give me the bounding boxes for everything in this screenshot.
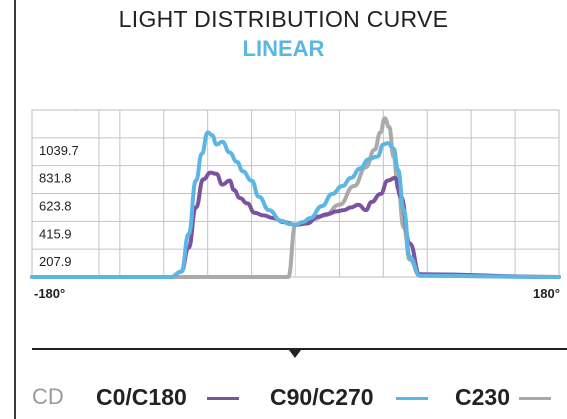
y-tick-label: 415.9 [39, 226, 72, 241]
chart-subtitle: LINEAR [242, 36, 325, 61]
legend-label-c0-c180: C0/C180 [96, 384, 187, 410]
y-tick-label: 623.8 [39, 199, 72, 214]
chart-title: LIGHT DISTRIBUTION CURVE [118, 6, 449, 32]
light-distribution-chart: 207.9 415.9 623.8 831.8 1039.7 -180° 180° [30, 109, 561, 300]
legend-label-c90-c270: C90/C270 [270, 384, 374, 410]
left-border-rule [14, 0, 16, 419]
series-line-c230 [30, 116, 561, 280]
legend-swatch-c0-c180 [207, 397, 239, 400]
legend-swatch-c230 [519, 397, 551, 400]
legend: CD C0/C180 C90/C270 C230 [0, 384, 567, 414]
legend-label-c230: C230 [455, 384, 510, 410]
x-tick-label-min: -180° [34, 286, 65, 300]
section-divider [32, 348, 567, 350]
series-line-c90-c270 [30, 130, 561, 279]
caret-down-icon[interactable] [289, 350, 301, 358]
y-tick-label: 1039.7 [39, 143, 79, 158]
y-tick-label: 831.8 [39, 171, 72, 186]
legend-unit: CD [32, 384, 64, 409]
x-tick-label-max: 180° [533, 286, 560, 300]
y-tick-label: 207.9 [39, 254, 72, 269]
legend-swatch-c90-c270 [396, 397, 428, 400]
